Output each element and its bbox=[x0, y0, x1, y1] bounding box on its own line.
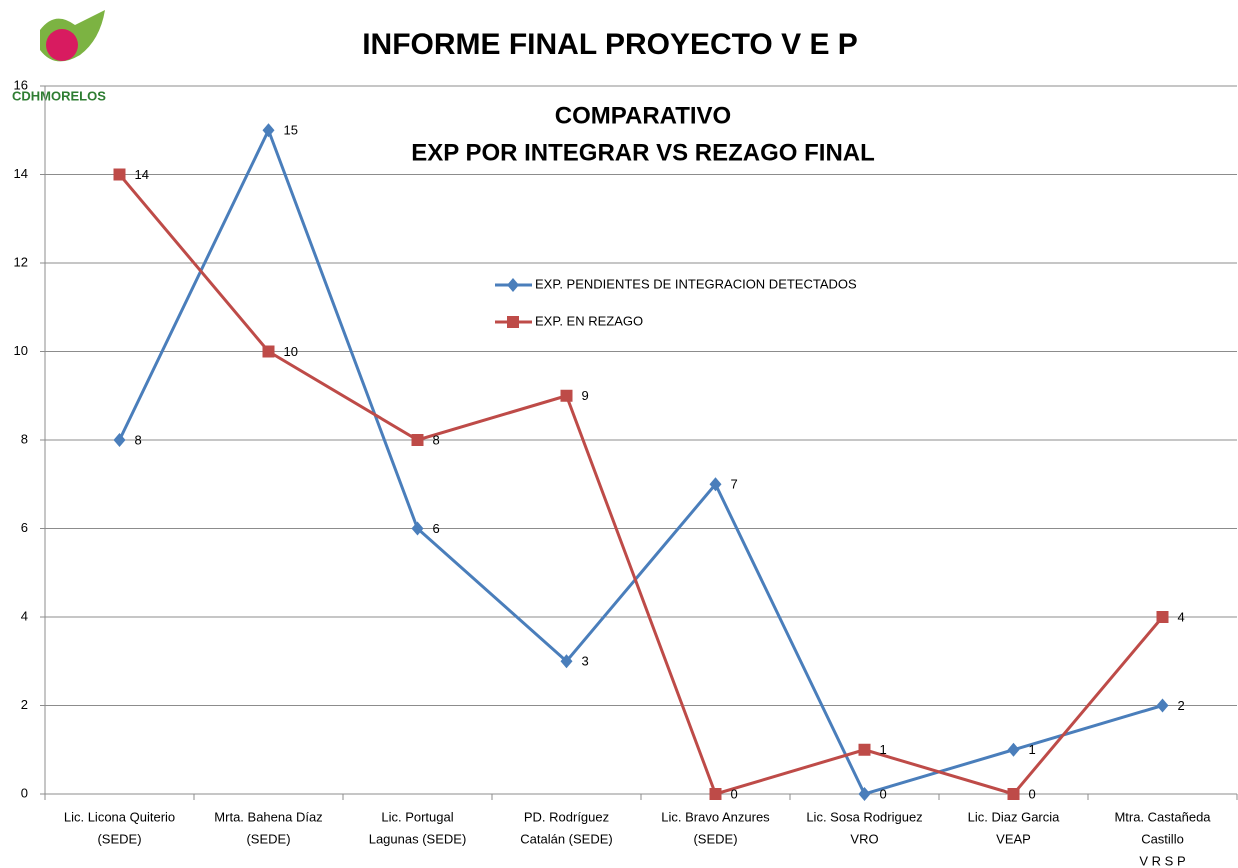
marker bbox=[113, 168, 126, 181]
y-tick-label: 16 bbox=[14, 77, 28, 92]
data-label: 9 bbox=[582, 388, 589, 403]
series-line bbox=[118, 173, 1164, 796]
chart-title: INFORME FINAL PROYECTO V E P bbox=[362, 28, 858, 61]
data-label: 2 bbox=[1178, 698, 1185, 713]
legend-label: EXP. PENDIENTES DE INTEGRACION DETECTADO… bbox=[535, 276, 857, 291]
chart-subtitle: COMPARATIVO bbox=[555, 102, 731, 129]
logo-flower bbox=[46, 29, 78, 61]
marker bbox=[858, 743, 871, 756]
marker bbox=[262, 345, 275, 358]
x-tick-label: Lic. Bravo Anzures bbox=[661, 809, 770, 824]
data-label: 8 bbox=[135, 432, 142, 447]
data-label: 3 bbox=[582, 654, 589, 669]
marker bbox=[507, 278, 519, 292]
x-tick-label: (SEDE) bbox=[693, 831, 737, 846]
x-tick-label: Castillo bbox=[1141, 831, 1184, 846]
marker bbox=[411, 521, 424, 536]
marker bbox=[1007, 788, 1020, 800]
y-tick-label: 14 bbox=[14, 166, 28, 181]
marker bbox=[709, 788, 722, 800]
x-tick-label: Mrta. Bahena Díaz bbox=[214, 809, 322, 824]
data-label: 1 bbox=[1029, 742, 1036, 757]
marker bbox=[411, 434, 424, 446]
y-tick-label: 0 bbox=[21, 785, 28, 800]
data-label: 4 bbox=[1178, 609, 1185, 624]
x-tick-label: VRO bbox=[850, 831, 878, 846]
x-tick-label: (SEDE) bbox=[97, 831, 141, 846]
marker bbox=[1007, 742, 1020, 757]
data-label: 10 bbox=[284, 344, 298, 359]
marker bbox=[262, 123, 275, 138]
data-label: 8 bbox=[433, 432, 440, 447]
x-tick-label: Lic. Portugal bbox=[381, 809, 453, 824]
y-tick-label: 10 bbox=[14, 343, 28, 358]
data-label: 6 bbox=[433, 521, 440, 536]
x-tick-label: VEAP bbox=[996, 831, 1031, 846]
x-tick-label: (SEDE) bbox=[246, 831, 290, 846]
series-line bbox=[118, 126, 1163, 796]
chart-subtitle: EXP POR INTEGRAR VS REZAGO FINAL bbox=[411, 139, 875, 166]
marker bbox=[560, 654, 573, 669]
x-tick-label: Lagunas (SEDE) bbox=[369, 831, 467, 846]
data-label: 1 bbox=[880, 742, 887, 757]
data-label: 0 bbox=[880, 786, 887, 801]
y-tick-label: 4 bbox=[21, 608, 28, 623]
legend-label: EXP. EN REZAGO bbox=[535, 313, 643, 328]
y-tick-label: 6 bbox=[21, 520, 28, 535]
marker bbox=[113, 433, 126, 447]
data-label: 14 bbox=[135, 167, 149, 182]
x-tick-label: Lic. Sosa Rodriguez bbox=[806, 809, 922, 824]
x-tick-label: Lic. Licona Quiterio bbox=[64, 809, 175, 824]
data-label: 0 bbox=[1029, 786, 1036, 801]
data-label: 15 bbox=[284, 123, 298, 138]
logo: CDHMORELOS bbox=[12, 10, 106, 103]
data-label: 0 bbox=[731, 786, 738, 801]
marker bbox=[858, 787, 871, 801]
x-tick-label: PD. Rodríguez bbox=[524, 809, 609, 824]
x-tick-label: Mtra. Castañeda bbox=[1114, 809, 1211, 824]
y-tick-label: 2 bbox=[21, 697, 28, 712]
data-label: 7 bbox=[731, 477, 738, 492]
y-tick-label: 12 bbox=[14, 254, 28, 269]
x-tick-label: Catalán (SEDE) bbox=[520, 831, 612, 846]
y-tick-label: 8 bbox=[21, 431, 28, 446]
logo-text: CDHMORELOS bbox=[12, 88, 106, 103]
marker bbox=[1156, 698, 1169, 713]
x-tick-label: V R S P bbox=[1139, 853, 1185, 868]
x-tick-label: Lic. Diaz Garcia bbox=[968, 809, 1061, 824]
marker bbox=[507, 316, 519, 328]
marker bbox=[709, 477, 722, 492]
marker bbox=[560, 389, 573, 402]
marker bbox=[1156, 611, 1169, 623]
